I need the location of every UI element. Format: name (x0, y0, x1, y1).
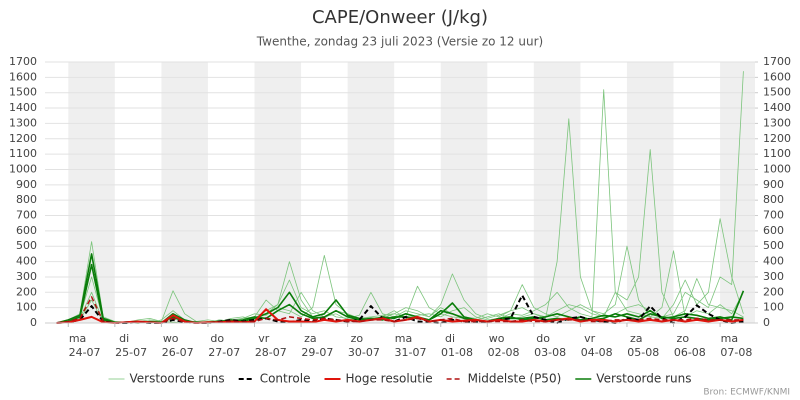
x-tick-label: 29-07 (301, 346, 333, 359)
x-tick-label: 24-07 (69, 346, 101, 359)
day-band (626, 62, 674, 323)
y-tick-label: 1500 (9, 86, 37, 99)
y-tick-label: 0 (30, 316, 37, 329)
x-tick-day: di (445, 332, 455, 345)
y-tick-label: 1600 (9, 70, 37, 83)
y-tick-label: 700 (16, 209, 37, 222)
x-tick-day: ma (395, 332, 412, 345)
chart-subtitle: Twenthe, zondag 23 juli 2023 (Versie zo … (256, 35, 543, 49)
legend-item: Verstoorde runs (575, 372, 691, 386)
x-tick-label: 28-07 (255, 346, 287, 359)
series-line (56, 308, 744, 324)
x-tick-day: ma (721, 332, 738, 345)
y2-tick-label: 1500 (763, 86, 791, 99)
legend-label: Verstoorde runs (596, 372, 691, 386)
legend-label: Controle (260, 372, 311, 386)
day-band (254, 62, 302, 323)
x-tick-label: 31-07 (394, 346, 426, 359)
y-tick-label: 600 (16, 224, 37, 237)
day-band (347, 62, 395, 323)
x-tick-day: di (119, 332, 129, 345)
y2-tick-label: 500 (763, 239, 784, 252)
x-tick-label: 02-08 (488, 346, 520, 359)
legend-item: Verstoorde runs (108, 372, 225, 386)
y2-tick-label: 1600 (763, 70, 791, 83)
day-band (440, 62, 488, 323)
y-tick-label: 800 (16, 193, 37, 206)
y2-tick-label: 1200 (763, 132, 791, 145)
y2-tick-label: 1400 (763, 101, 791, 114)
y-tick-label: 1300 (9, 116, 37, 129)
x-tick-label: 03-08 (534, 346, 566, 359)
y-tick-label: 300 (16, 270, 37, 283)
x-tick-label: 26-07 (162, 346, 194, 359)
y2-tick-label: 900 (763, 178, 784, 191)
x-tick-day: do (536, 332, 550, 345)
y-tick-label: 1000 (9, 162, 37, 175)
y2-tick-label: 1700 (763, 55, 791, 68)
axes: 0100200300400500600700800900100011001200… (9, 55, 791, 359)
x-tick-label: 04-08 (581, 346, 613, 359)
x-tick-day: zo (677, 332, 690, 345)
series-line (56, 296, 744, 324)
x-tick-label: 05-08 (627, 346, 659, 359)
x-tick-label: 30-07 (348, 346, 380, 359)
legend-label: Middelste (P50) (468, 372, 562, 386)
x-tick-day: za (630, 332, 643, 345)
x-tick-label: 01-08 (441, 346, 473, 359)
x-tick-day: zo (351, 332, 364, 345)
y2-tick-label: 1000 (763, 162, 791, 175)
legend-item: Hoge resolutie (324, 372, 433, 386)
x-tick-label: 25-07 (115, 346, 147, 359)
y-tick-label: 1100 (9, 147, 37, 160)
x-tick-day: ma (69, 332, 86, 345)
y2-tick-label: 400 (763, 255, 784, 268)
x-tick-day: wo (163, 332, 179, 345)
x-tick-label: 27-07 (208, 346, 240, 359)
day-band (68, 62, 115, 323)
legend: Verstoorde runs Controle Hoge resolutie Mid… (108, 372, 691, 386)
day-band (720, 62, 755, 323)
y-tick-label: 100 (16, 301, 37, 314)
y-tick-label: 400 (16, 255, 37, 268)
legend-item: Middelste (P50) (446, 372, 562, 386)
x-tick-day: wo (489, 332, 505, 345)
y2-tick-label: 600 (763, 224, 784, 237)
plot-lines (56, 71, 745, 324)
legend-item: Controle (238, 372, 311, 386)
y2-tick-label: 300 (763, 270, 784, 283)
legend-label: Verstoorde runs (130, 372, 225, 386)
series-line (56, 294, 744, 324)
x-tick-day: za (304, 332, 317, 345)
day-band (533, 62, 581, 323)
y-tick-label: 1200 (9, 132, 37, 145)
day-band (161, 62, 208, 323)
y2-tick-label: 700 (763, 209, 784, 222)
y-tick-label: 1400 (9, 101, 37, 114)
y-tick-label: 1700 (9, 55, 37, 68)
x-tick-day: vr (258, 332, 270, 345)
source: Bron: ECMWF/KNMI (703, 388, 790, 398)
y-tick-label: 500 (16, 239, 37, 252)
legend-label: Hoge resolutie (346, 372, 433, 386)
y2-tick-label: 800 (763, 193, 784, 206)
y2-tick-label: 1100 (763, 147, 791, 160)
x-tick-label: 07-08 (720, 346, 752, 359)
x-tick-day: vr (584, 332, 596, 345)
ensemble-line (56, 71, 744, 324)
day-bands (68, 62, 755, 323)
ensemble-line (56, 89, 744, 324)
x-tick-day: do (210, 332, 224, 345)
chart-title: CAPE/Onweer (J/kg) (312, 7, 488, 28)
grid (45, 61, 755, 324)
y2-tick-label: 200 (763, 285, 784, 298)
y-tick-label: 200 (16, 285, 37, 298)
y2-tick-label: 0 (763, 316, 770, 329)
y2-tick-label: 100 (763, 301, 784, 314)
x-tick-label: 06-08 (674, 346, 706, 359)
y-tick-label: 900 (16, 178, 37, 191)
y2-tick-label: 1300 (763, 116, 791, 129)
